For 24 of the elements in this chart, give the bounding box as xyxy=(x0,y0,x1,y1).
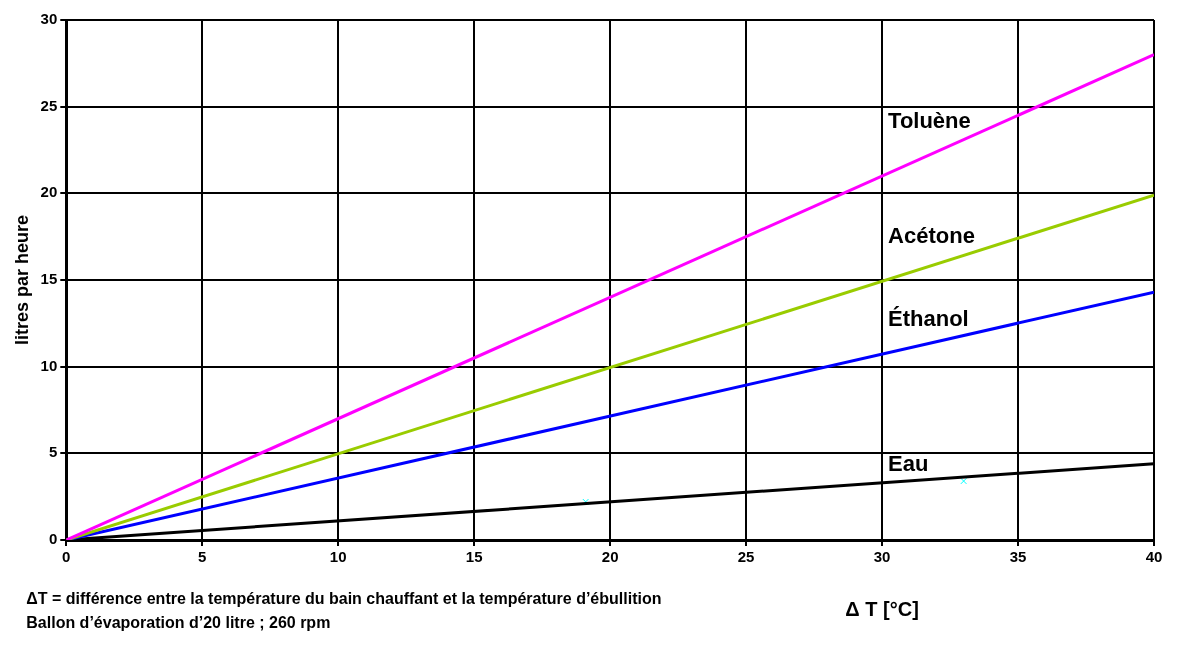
text: ΔT = différence entre la température du bain chauffant et la température d’ébullition xyxy=(26,590,662,607)
series-label: Éthanol xyxy=(888,305,969,331)
x-tick-label: 15 xyxy=(465,548,483,566)
y-tick-label: 30 xyxy=(40,10,58,28)
text: Ballon d’évaporation d’20 litre ; 260 rpm xyxy=(26,614,331,631)
series-label: Toluène xyxy=(888,107,971,133)
series-label: Acétone xyxy=(888,223,975,249)
x-tick-label: 30 xyxy=(873,548,891,566)
x-tick-label: 10 xyxy=(329,548,347,566)
y-tick-label: 0 xyxy=(48,530,58,548)
x-axis-title: Δ T [°C] xyxy=(845,598,919,620)
x-tick-label: 40 xyxy=(1145,548,1163,566)
y-tick-label: 20 xyxy=(40,183,58,201)
x-tick-label: 0 xyxy=(62,548,71,566)
y-tick-label: 10 xyxy=(40,356,58,374)
x-tick-label: 20 xyxy=(601,548,619,566)
x-tick-label: 5 xyxy=(198,548,207,566)
x-tick-label: 25 xyxy=(737,548,755,566)
y-axis-title: litres par heure xyxy=(11,214,32,346)
y-tick-label: 25 xyxy=(40,96,58,114)
y-tick-label: 15 xyxy=(40,270,58,288)
y-tick-label: 5 xyxy=(48,443,58,461)
series-label: Eau xyxy=(888,451,929,477)
x-tick-label: 35 xyxy=(1009,548,1027,566)
